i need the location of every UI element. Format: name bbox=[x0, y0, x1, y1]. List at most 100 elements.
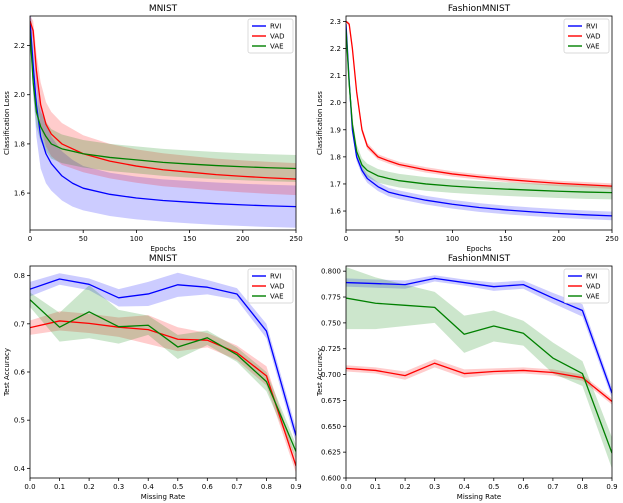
chart1-ytick-label: 1.7 bbox=[330, 180, 341, 188]
chart1-xtick-label: 150 bbox=[499, 235, 512, 243]
chart3-xtick-label: 0.1 bbox=[370, 483, 381, 491]
chart3-legend-label-vad: VAD bbox=[586, 283, 601, 291]
chart0-xtick-label: 150 bbox=[183, 235, 196, 243]
chart3-legend: RVI VAD VAE bbox=[563, 268, 610, 304]
chart1-ytick-label: 2.0 bbox=[330, 99, 341, 107]
chart0-line-vae bbox=[30, 30, 296, 170]
chart2-xtick-label: 0.9 bbox=[290, 483, 301, 491]
chart3-ytick-label: 0.600 bbox=[321, 475, 341, 483]
chart1-ytick-label: 1.6 bbox=[330, 208, 342, 216]
chart2-legend: RVI VAD VAE bbox=[247, 268, 294, 304]
chart1-ytick-label: 1.8 bbox=[330, 153, 341, 161]
chart1-xtick-label: 100 bbox=[446, 235, 459, 243]
chart1-xtick-label: 0 bbox=[344, 235, 348, 243]
chart2-xlabel: Missing Rate bbox=[141, 493, 185, 501]
chart0-xtick-label: 250 bbox=[289, 235, 302, 243]
chart3-ytick-label: 0.800 bbox=[321, 268, 341, 276]
chart2-legend-label-rvi: RVI bbox=[270, 273, 281, 281]
chart2-plot-area bbox=[30, 272, 296, 474]
chart0-ylabel: Classification Loss bbox=[3, 91, 11, 155]
chart2-band-vae bbox=[30, 285, 296, 459]
chart3-xtick-label: 0.4 bbox=[459, 483, 471, 491]
chart3-line-rvi bbox=[346, 277, 612, 394]
chart0-legend-box bbox=[247, 18, 294, 54]
chart1-frame bbox=[345, 15, 613, 231]
chart2-legend-label-vad: VAD bbox=[270, 283, 285, 291]
chart3-legend-label-rvi: RVI bbox=[586, 273, 597, 281]
chart0-legend: RVI VAD VAE bbox=[247, 18, 294, 54]
chart2-title: MNIST bbox=[149, 254, 178, 264]
chart3-ytick-label: 0.700 bbox=[321, 371, 341, 379]
chart2-line-vae bbox=[30, 299, 296, 452]
chart2-ytick-label: 0.6 bbox=[14, 369, 26, 377]
chart3-xtick-label: 0.5 bbox=[488, 483, 499, 491]
chart3-ytick-label: 0.675 bbox=[321, 397, 341, 405]
chart1-ytick-label: 2.1 bbox=[330, 72, 341, 80]
chart2-legend-label-vae: VAE bbox=[270, 293, 284, 301]
chart1-line-vae bbox=[346, 29, 612, 194]
chart3-line-vae bbox=[346, 297, 612, 454]
chart0-plot-area bbox=[30, 16, 296, 228]
chart2-line-rvi bbox=[30, 278, 296, 436]
chart0-ytick-label: 1.8 bbox=[14, 140, 25, 148]
chart2-xtick-label: 0.5 bbox=[172, 483, 183, 491]
chart0-band-rvi bbox=[30, 16, 296, 228]
chart2-xtick-label: 0.2 bbox=[84, 483, 95, 491]
chart0-xtick-label: 100 bbox=[130, 235, 143, 243]
chart0-xlabel: Epochs bbox=[150, 245, 175, 253]
chart2-line-vad bbox=[30, 320, 296, 467]
chart3-ytick-label: 0.625 bbox=[321, 449, 341, 457]
chart1-ylabel: Classification Loss bbox=[316, 91, 324, 155]
chart1-xtick-label: 200 bbox=[552, 235, 565, 243]
chart2-band-vad bbox=[30, 311, 296, 474]
panel-mnist-accuracy: MNIST 0.0 0.1 0.2 0.3 0.4 0.5 0.6 0.7 0.8 0.9 0.4 0.… bbox=[3, 254, 302, 501]
chart2-xtick-label: 0.0 bbox=[24, 483, 35, 491]
chart0-frame bbox=[29, 15, 297, 231]
panel-mnist-loss: MNIST 0 50 100 150 200 250 1.6 1.8 2.0 2.2 Epochs Cl… bbox=[3, 4, 303, 253]
chart3-ytick-label: 0.725 bbox=[321, 345, 341, 353]
chart3-xtick-label: 0.9 bbox=[606, 483, 617, 491]
chart3-band-vae bbox=[346, 267, 612, 469]
chart2-xtick-label: 0.1 bbox=[54, 483, 65, 491]
chart3-xtick-label: 0.8 bbox=[577, 483, 588, 491]
chart0-title: MNIST bbox=[149, 4, 178, 14]
chart3-xtick-label: 0.6 bbox=[518, 483, 530, 491]
chart3-xtick-label: 0.7 bbox=[547, 483, 558, 491]
chart2-xtick-label: 0.6 bbox=[202, 483, 214, 491]
chart3-ylabel: Test Accuracy bbox=[316, 348, 324, 397]
chart3-xlabel: Missing Rate bbox=[457, 493, 501, 501]
chart3-legend-box bbox=[563, 268, 610, 304]
chart3-ytick-label: 0.775 bbox=[321, 294, 341, 302]
chart0-legend-label-vae: VAE bbox=[270, 43, 284, 51]
chart1-xtick-label: 250 bbox=[605, 235, 618, 243]
chart1-legend-label-vad: VAD bbox=[586, 33, 601, 41]
chart1-line-vad bbox=[346, 20, 612, 187]
chart0-line-rvi bbox=[30, 20, 296, 208]
chart0-xtick-label: 200 bbox=[236, 235, 249, 243]
chart0-legend-label-vad: VAD bbox=[270, 33, 285, 41]
chart1-xlabel: Epochs bbox=[466, 245, 491, 253]
chart1-legend-box bbox=[563, 18, 610, 54]
chart0-band-vae bbox=[30, 25, 296, 183]
chart2-ylabel: Test Accuracy bbox=[3, 348, 11, 397]
chart2-ytick-label: 0.8 bbox=[14, 272, 25, 280]
chart1-ytick-label: 2.3 bbox=[330, 18, 341, 26]
chart3-ytick-label: 0.750 bbox=[321, 319, 341, 327]
chart1-legend: RVI VAD VAE bbox=[563, 18, 610, 54]
chart3-frame bbox=[345, 265, 613, 479]
chart2-ytick-label: 0.7 bbox=[14, 320, 25, 328]
chart3-plot-area bbox=[346, 267, 612, 469]
chart2-xtick-label: 0.8 bbox=[261, 483, 272, 491]
chart0-xtick-label: 50 bbox=[79, 235, 88, 243]
chart1-ytick-label: 2.2 bbox=[330, 45, 341, 53]
panel-fashionmnist-loss: FashionMNIST 0 50 100 150 200 250 1.6 1.7 1.8 1.9 2… bbox=[316, 4, 619, 253]
chart3-xtick-label: 0.3 bbox=[429, 483, 440, 491]
chart2-xtick-label: 0.4 bbox=[143, 483, 155, 491]
chart3-legend-label-vae: VAE bbox=[586, 293, 600, 301]
chart2-xtick-label: 0.7 bbox=[231, 483, 242, 491]
chart1-legend-label-rvi: RVI bbox=[586, 23, 597, 31]
chart3-xtick-label: 0.2 bbox=[400, 483, 411, 491]
chart3-line-vad bbox=[346, 362, 612, 402]
